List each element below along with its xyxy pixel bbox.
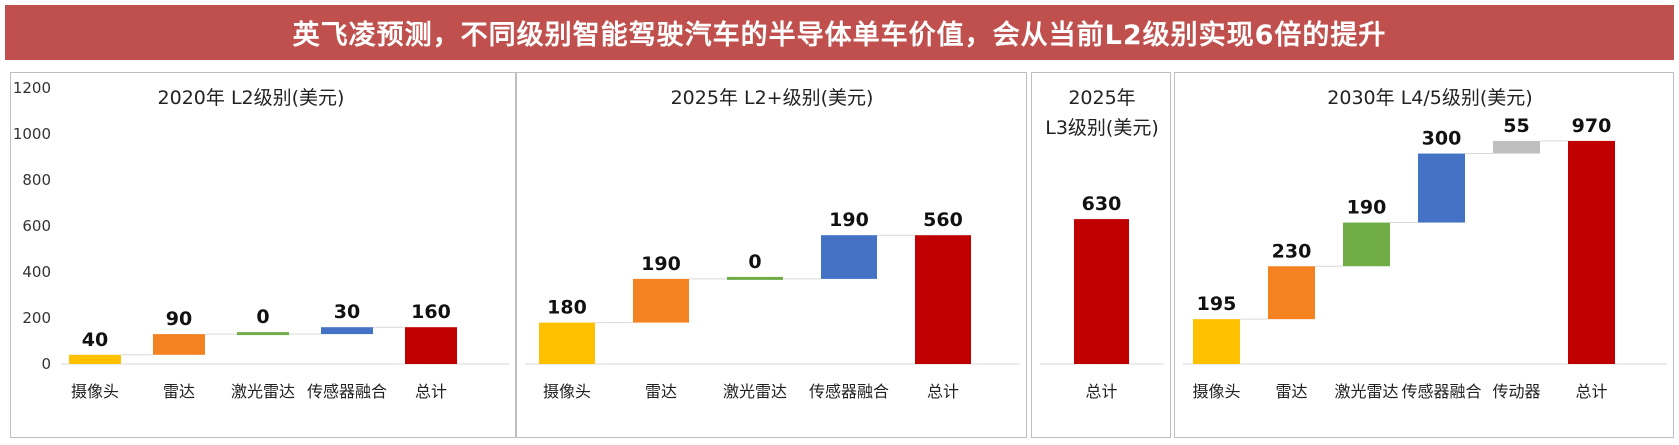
chart-title-line: L3级别(美元) xyxy=(1045,117,1159,139)
data-label: 55 xyxy=(1503,115,1529,137)
category-label: 雷达 xyxy=(645,382,677,401)
category-label: 传动器 xyxy=(1492,382,1540,401)
y-tick-label: 1000 xyxy=(13,125,51,143)
panel-2020-l2: 2020年 L2级别(美元) 0 200 400 600 800 1000 1200 40 摄像头… xyxy=(10,72,516,438)
bar xyxy=(1193,319,1240,364)
category-label: 摄像头 xyxy=(1192,382,1240,401)
chart-title: 2025年 L2+级别(美元) xyxy=(671,87,874,109)
data-label: 970 xyxy=(1572,115,1612,137)
data-label: 190 xyxy=(641,253,681,275)
category-label: 传感器融合 xyxy=(809,382,889,401)
bar xyxy=(915,235,971,364)
category-label: 激光雷达 xyxy=(1334,382,1398,401)
y-tick-label: 400 xyxy=(22,263,51,281)
bar xyxy=(1493,140,1540,154)
category-label: 总计 xyxy=(1085,382,1117,401)
data-label: 180 xyxy=(547,297,587,319)
data-label: 0 xyxy=(256,306,269,328)
bar xyxy=(1568,140,1615,364)
category-label: 雷达 xyxy=(1275,382,1307,401)
data-label: 560 xyxy=(923,209,963,231)
bar xyxy=(1074,219,1129,364)
y-tick-label: 0 xyxy=(41,355,51,373)
data-label: 195 xyxy=(1197,293,1237,315)
data-label: 0 xyxy=(748,251,761,273)
data-label: 190 xyxy=(829,209,869,231)
chart-2025-l3: 2025年 L3级别(美元) 630 总计 xyxy=(1040,87,1164,401)
chart-2025-l2plus: 2025年 L2+级别(美元) 180 摄像头 190 雷达 0 激光雷达 190 传感器融合 5… xyxy=(525,87,1020,401)
panel-2030-l45: 2030年 L4/5级别(美元) 195 摄像头 230 雷达 190 激光雷达 300 传感器… xyxy=(1174,72,1674,438)
y-tick-label: 800 xyxy=(22,171,51,189)
chart-title: 2030年 L4/5级别(美元) xyxy=(1327,87,1532,109)
category-label: 传感器融合 xyxy=(307,382,387,401)
bar xyxy=(405,327,457,364)
data-label: 40 xyxy=(82,329,108,351)
category-label: 总计 xyxy=(1575,382,1607,401)
data-label: 30 xyxy=(334,301,360,323)
chart-title-line: 2025年 xyxy=(1068,87,1135,109)
chart-title: 2020年 L2级别(美元) xyxy=(158,87,345,109)
bar xyxy=(1343,222,1390,267)
panel-2025-l3: 2025年 L3级别(美元) 630 总计 xyxy=(1031,72,1171,438)
bar xyxy=(539,322,595,364)
category-label: 雷达 xyxy=(163,382,195,401)
bar xyxy=(1268,266,1315,320)
bar xyxy=(633,278,689,323)
chart-2020-l2: 2020年 L2级别(美元) 0 200 400 600 800 1000 1200 40 摄像头… xyxy=(13,79,509,401)
category-label: 总计 xyxy=(415,382,447,401)
bar xyxy=(1418,153,1465,223)
bar xyxy=(69,354,121,364)
chart-2030-l45: 2030年 L4/5级别(美元) 195 摄像头 230 雷达 190 激光雷达 300 传感器… xyxy=(1183,87,1667,401)
bar xyxy=(321,327,373,335)
bar xyxy=(153,334,205,355)
data-label: 230 xyxy=(1272,240,1312,262)
category-label: 传感器融合 xyxy=(1401,382,1481,401)
y-tick-label: 600 xyxy=(22,217,51,235)
chart-banner-title: 英飞凌预测，不同级别智能驾驶汽车的半导体单车价值，会从当前L2级别实现6倍的提升 xyxy=(5,5,1674,60)
bar xyxy=(727,276,783,280)
data-label: 190 xyxy=(1347,197,1387,219)
y-tick-label: 200 xyxy=(22,309,51,327)
category-label: 摄像头 xyxy=(543,382,591,401)
category-label: 摄像头 xyxy=(71,382,119,401)
category-label: 激光雷达 xyxy=(231,382,295,401)
data-label: 160 xyxy=(411,301,451,323)
data-label: 630 xyxy=(1082,193,1122,215)
y-tick-label: 1200 xyxy=(13,79,51,97)
bar xyxy=(821,235,877,279)
data-label: 300 xyxy=(1422,128,1462,150)
panel-2025-l2plus: 2025年 L2+级别(美元) 180 摄像头 190 雷达 0 激光雷达 190 传感器融合 5… xyxy=(516,72,1027,438)
data-label: 90 xyxy=(166,308,192,330)
category-label: 激光雷达 xyxy=(723,382,787,401)
category-label: 总计 xyxy=(927,382,959,401)
bar xyxy=(237,332,289,336)
